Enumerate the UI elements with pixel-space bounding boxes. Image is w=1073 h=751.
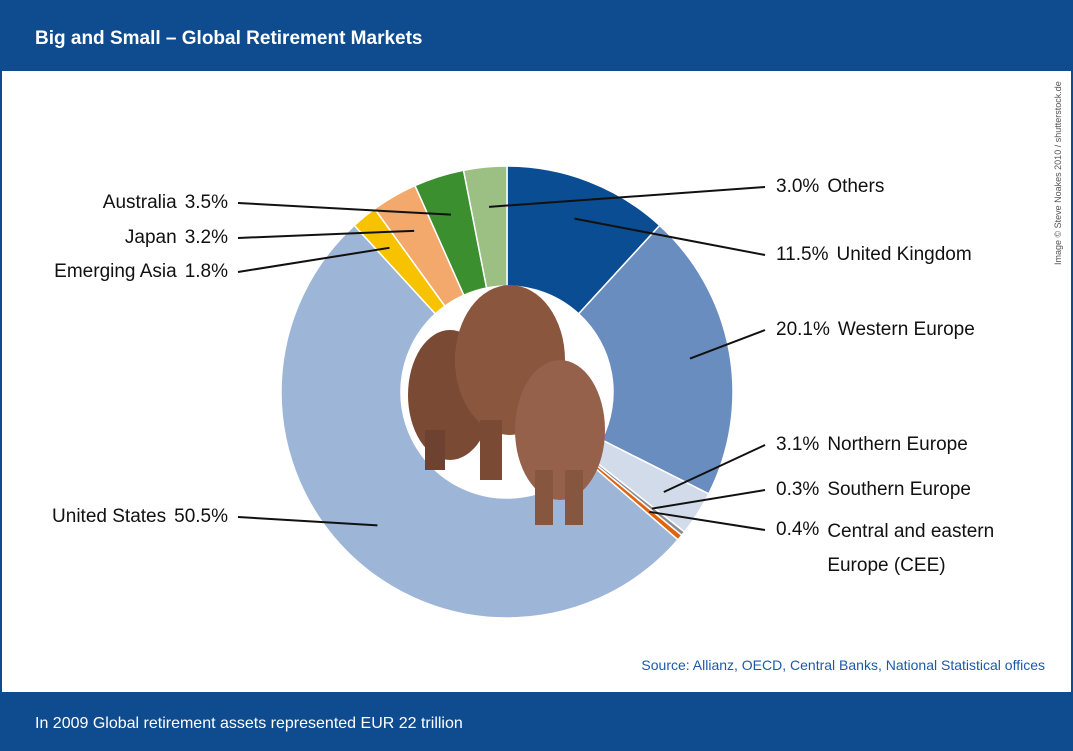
label-text: 0.4% [776,519,820,540]
label-text: Emerging Asia [54,261,177,282]
footer-bar [0,693,1073,751]
slice-label: 0.4% Central and eastern Europe (CEE) [776,515,1027,583]
slice [577,224,734,495]
slice-label: 0.3% Southern Europe [776,475,971,505]
source: Source: Allianz, OECD, Central Banks, Na… [641,657,1045,673]
leader-line [649,510,766,531]
leader-line [663,444,766,493]
label-text: 11.5% [776,244,829,265]
label-text: United Kingdom [836,244,972,265]
slice-label: 11.5% United Kingdom [776,240,972,270]
slice-label: 3.0% Others [776,172,884,202]
slice-label: Japan 3.2% [125,223,228,253]
leader-line [488,186,766,208]
title: Big and Small – Global Retirement Market… [35,28,423,49]
donut [280,165,734,619]
label-text: 50.5% [174,506,228,527]
slice-label: Australia 3.5% [103,188,228,218]
label-text: Western Europe [837,319,975,340]
label-text: Northern Europe [827,434,968,455]
leader-line [237,246,390,273]
label-text: 3.2% [184,227,228,248]
label-text: Others [827,176,885,197]
label-text: 3.5% [184,192,228,213]
label-text: United States [52,506,167,527]
leader-line [689,329,766,360]
leader-line [237,202,451,216]
image-credit: Image © Steve Noakes 2010 / shutterstock… [1053,81,1063,265]
slice-label: 20.1% Western Europe [776,315,975,345]
label-text: 1.8% [184,261,228,282]
label-text: 3.1% [776,434,820,455]
elephant-illustration [408,285,605,525]
label-text: Southern Europe [827,479,971,500]
label-text: 20.1% [776,319,830,340]
label-text: 0.3% [776,479,820,500]
slice-label: United States 50.5% [52,502,228,532]
footer: In 2009 Global retirement assets represe… [35,715,463,732]
leaders [237,186,766,531]
label-text: Japan [124,227,177,248]
label-text: Central and eastern Europe (CEE) [827,521,995,576]
leader-line [651,489,766,510]
leader-line [574,217,766,256]
slice-label: Emerging Asia 1.8% [54,257,228,287]
label-text: Australia [102,192,177,213]
leader-line [237,229,415,239]
slice-label: 3.1% Northern Europe [776,430,968,460]
label-text: 3.0% [776,176,820,197]
header-bar [0,0,1073,70]
leader-line [237,516,378,527]
